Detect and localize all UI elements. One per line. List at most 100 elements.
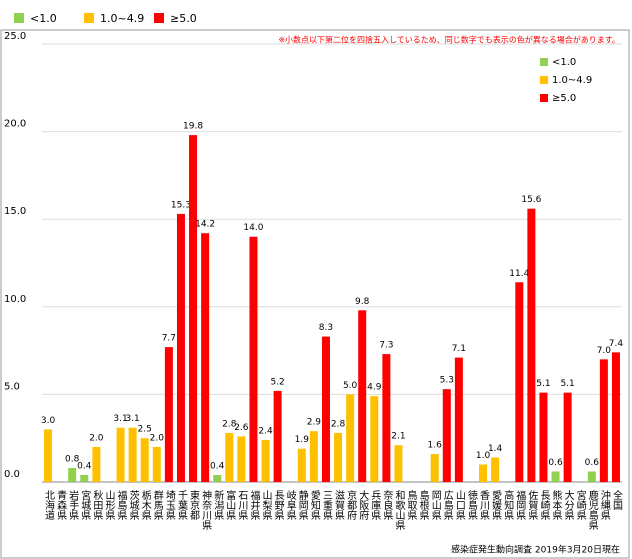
x-tick-label: 山口県 — [453, 490, 465, 521]
value-label: 2.8 — [331, 419, 346, 429]
value-label: 2.1 — [391, 432, 405, 442]
value-label: 7.1 — [452, 344, 466, 354]
bar — [587, 471, 596, 482]
bar — [430, 453, 439, 482]
bar — [611, 352, 620, 482]
bar — [515, 282, 524, 482]
x-tick-label: 静岡県 — [296, 489, 308, 521]
bar — [358, 310, 367, 482]
x-tick-label: 群馬県 — [151, 489, 163, 521]
bar — [213, 474, 222, 482]
value-label: 15.3 — [171, 200, 191, 210]
bar — [116, 427, 125, 482]
value-label: 0.4 — [210, 461, 225, 471]
value-label: 1.0 — [476, 451, 491, 461]
source: 感染症発生動向調査 2019年3月20日現在 — [451, 544, 620, 556]
value-label: 3.1 — [125, 414, 139, 424]
x-tick-label: 三重県 — [320, 490, 332, 521]
legend-label: <1.0 — [30, 12, 57, 25]
bar — [551, 471, 560, 482]
value-label: 19.8 — [183, 122, 203, 132]
value-label: 3.0 — [41, 416, 56, 426]
x-tick-label: 沖縄県 — [598, 489, 610, 521]
value-label: 14.0 — [243, 223, 263, 233]
value-label: 11.4 — [509, 269, 529, 279]
x-tick-label: 長崎県 — [538, 490, 550, 521]
bar — [249, 236, 258, 482]
bar — [189, 135, 198, 482]
bar — [44, 429, 53, 482]
x-tick-label: 和歌山県 — [393, 490, 405, 531]
x-tick-label: 茨城県 — [127, 489, 139, 521]
legend-label: <1.0 — [552, 57, 576, 68]
value-label: 8.3 — [319, 323, 333, 333]
value-label: 0.6 — [548, 458, 563, 468]
chart-frame — [0, 29, 630, 559]
bar — [563, 392, 572, 482]
x-tick-label: 兵庫県 — [369, 489, 381, 521]
value-label: 4.9 — [367, 383, 382, 393]
x-tick-label: 岐阜県 — [284, 489, 296, 521]
x-tick-label: 北海道 — [43, 490, 55, 520]
value-label: 14.2 — [195, 220, 215, 230]
bar — [527, 208, 536, 483]
x-tick-label: 東京都 — [188, 489, 200, 521]
bar — [164, 347, 173, 482]
legend-swatch — [540, 94, 548, 102]
bar — [297, 448, 306, 482]
bar — [370, 396, 379, 482]
value-label: 7.7 — [162, 334, 176, 344]
y-tick-label: 25.0 — [4, 31, 26, 42]
value-label: 2.6 — [234, 423, 249, 433]
x-tick-label: 埼玉県 — [163, 489, 175, 521]
x-tick-label: 高知県 — [502, 489, 514, 521]
value-label: 2.9 — [307, 418, 322, 428]
bar — [237, 436, 246, 482]
value-label: 5.3 — [440, 376, 454, 386]
bar — [334, 432, 343, 482]
bar — [599, 359, 608, 482]
bar — [68, 467, 77, 482]
legend-label: 1.0~4.9 — [552, 75, 592, 86]
value-label: 3.1 — [113, 414, 127, 424]
bar — [321, 336, 330, 482]
bar — [140, 438, 149, 482]
legend-label: ≥5.0 — [170, 12, 197, 25]
x-tick-label: 神奈川県 — [200, 489, 212, 531]
value-label: 0.8 — [65, 454, 80, 464]
bar — [92, 446, 101, 482]
bar — [80, 474, 89, 482]
value-label: 0.4 — [77, 461, 92, 471]
x-tick-label: 全国 — [610, 489, 622, 511]
value-label: 15.6 — [521, 195, 541, 205]
x-tick-label: 岡山県 — [429, 490, 441, 521]
value-label: 1.9 — [295, 435, 310, 445]
value-label: 2.0 — [89, 433, 104, 443]
value-label: 5.0 — [343, 381, 358, 391]
x-tick-label: 栃木県 — [139, 489, 151, 521]
value-label: 0.6 — [585, 458, 600, 468]
bar — [539, 392, 548, 482]
bar — [309, 431, 318, 482]
x-tick-label: 徳島県 — [465, 489, 477, 521]
x-tick-label: 大阪府 — [357, 489, 369, 521]
x-tick-label: 滋賀県 — [333, 489, 345, 521]
value-label: 1.6 — [428, 440, 443, 450]
x-tick-label: 京都府 — [345, 489, 357, 521]
x-tick-label: 千葉県 — [175, 490, 187, 521]
bar — [176, 213, 185, 482]
value-label: 7.0 — [597, 346, 612, 356]
x-tick-label: 鳥取県 — [405, 489, 417, 521]
bar — [394, 445, 403, 482]
y-tick-label: 0.0 — [4, 469, 20, 480]
y-tick-label: 5.0 — [4, 381, 20, 392]
bar — [382, 354, 391, 482]
x-tick-label: 福岡県 — [514, 489, 526, 521]
x-tick-label: 奈良県 — [381, 489, 393, 521]
legend-label: 1.0~4.9 — [100, 12, 144, 25]
y-tick-label: 15.0 — [4, 206, 26, 217]
bar — [454, 357, 463, 482]
bar — [442, 389, 451, 482]
x-tick-label: 宮城県 — [79, 489, 91, 521]
